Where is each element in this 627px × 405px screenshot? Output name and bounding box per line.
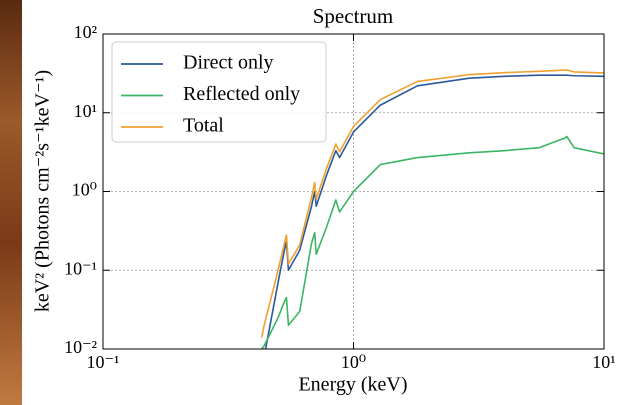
- background-strip: [0, 0, 22, 405]
- legend-box: [111, 41, 327, 143]
- x-tick-label: 10¹: [592, 352, 615, 372]
- plot-lines: [260, 69, 604, 349]
- chart-title: Spectrum: [313, 4, 393, 28]
- y-axis-label: keV² (Photons cm⁻²s⁻¹keV⁻¹): [32, 70, 54, 312]
- y-tick-label: 10¹: [74, 101, 97, 121]
- x-axis-label: Energy (keV): [298, 374, 407, 396]
- legend-label: Direct only: [183, 52, 274, 74]
- legend: Direct only Reflected only Total: [111, 41, 327, 143]
- series-line: [261, 135, 604, 349]
- x-tick-label: 10⁻¹: [87, 352, 120, 372]
- series-line: [260, 69, 604, 338]
- y-tick-label: 10²: [74, 22, 97, 42]
- y-tick-label: 10⁰: [72, 180, 97, 200]
- y-tick-label: 10⁻²: [64, 337, 97, 357]
- series-line: [264, 74, 604, 349]
- y-tick-label: 10⁻¹: [64, 258, 97, 278]
- x-tick-label: 10⁰: [341, 352, 366, 372]
- legend-label: Total: [183, 115, 224, 137]
- legend-label: Reflected only: [183, 83, 300, 105]
